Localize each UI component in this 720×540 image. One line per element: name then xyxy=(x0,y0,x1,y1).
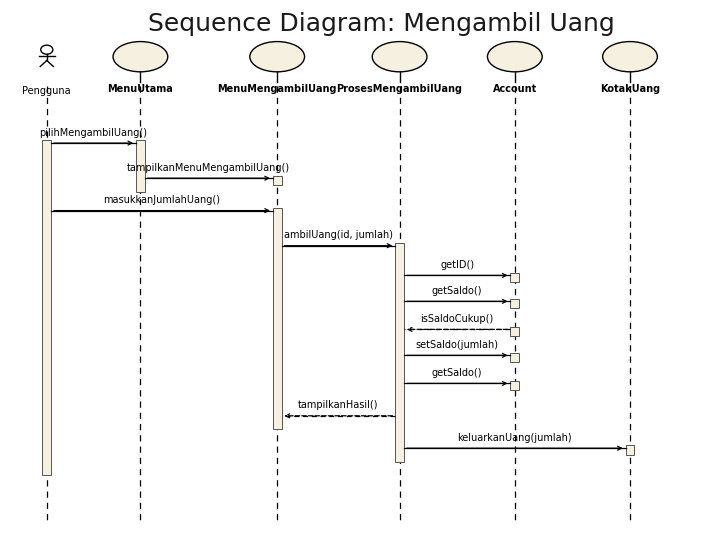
Bar xyxy=(42,140,51,475)
Bar xyxy=(510,327,519,336)
Ellipse shape xyxy=(603,42,657,72)
Bar xyxy=(136,140,145,192)
Text: masukkanJumlahUang(): masukkanJumlahUang() xyxy=(104,195,220,205)
Text: MenuMengambilUang: MenuMengambilUang xyxy=(217,84,337,94)
Bar xyxy=(510,353,519,362)
Ellipse shape xyxy=(250,42,305,72)
Text: getSaldo(): getSaldo() xyxy=(432,368,482,378)
Ellipse shape xyxy=(372,42,427,72)
Bar xyxy=(626,446,634,455)
Ellipse shape xyxy=(487,42,542,72)
Text: tampilkanMenuMengambilUang(): tampilkanMenuMengambilUang() xyxy=(127,163,290,173)
Text: MenuUtama: MenuUtama xyxy=(107,84,174,94)
Text: setSaldo(jumlah): setSaldo(jumlah) xyxy=(415,340,499,350)
Bar xyxy=(273,208,282,429)
Text: ambilUang(id, jumlah): ambilUang(id, jumlah) xyxy=(284,230,393,240)
Bar xyxy=(510,273,519,282)
Text: isSaldoCukup(): isSaldoCukup() xyxy=(420,314,494,324)
Text: getID(): getID() xyxy=(440,260,474,270)
Text: Pengguna: Pengguna xyxy=(22,86,71,97)
Text: Sequence Diagram: Mengambil Uang: Sequence Diagram: Mengambil Uang xyxy=(148,12,615,36)
Text: ProsesMengambilUang: ProsesMengambilUang xyxy=(337,84,463,94)
Text: tampilkanHasil(): tampilkanHasil() xyxy=(298,400,379,410)
Bar xyxy=(273,176,282,185)
Text: Account: Account xyxy=(492,84,537,94)
Text: getSaldo(): getSaldo() xyxy=(432,286,482,296)
Bar xyxy=(510,299,519,308)
Text: keluarkanUang(jumlah): keluarkanUang(jumlah) xyxy=(457,433,572,443)
Text: KotakUang: KotakUang xyxy=(600,84,660,94)
Bar xyxy=(510,381,519,390)
Bar xyxy=(395,243,404,462)
Text: pilihMengambilUang(): pilihMengambilUang() xyxy=(40,127,148,138)
Ellipse shape xyxy=(113,42,168,72)
